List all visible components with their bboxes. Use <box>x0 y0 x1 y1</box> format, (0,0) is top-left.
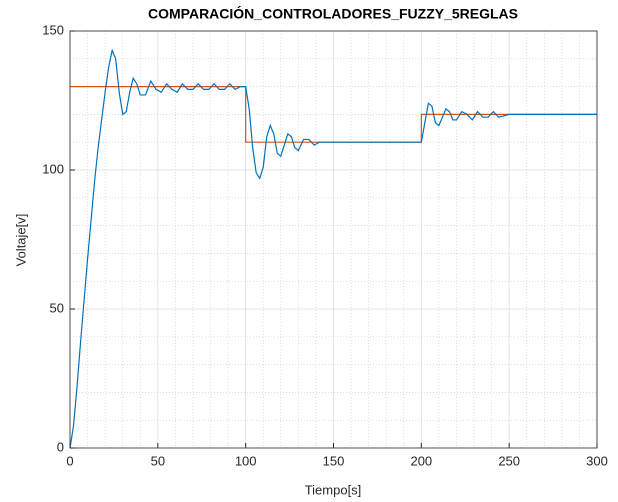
y-tick-label: 0 <box>57 439 64 454</box>
y-axis-label: Voltaje[v] <box>13 214 28 267</box>
y-tick-label: 50 <box>50 300 64 315</box>
axes-box <box>69 30 598 449</box>
chart-title: COMPARACIÓN_CONTROLADORES_FUZZY_5REGLAS <box>148 5 518 22</box>
x-tick-label: 200 <box>410 453 432 468</box>
x-tick-label: 300 <box>586 453 608 468</box>
x-tick-label: 50 <box>151 453 165 468</box>
x-tick-label: 150 <box>323 453 345 468</box>
y-tick-label: 150 <box>42 22 64 37</box>
x-tick-label: 0 <box>66 453 73 468</box>
x-tick-label: 250 <box>498 453 520 468</box>
y-tick-label: 100 <box>42 161 64 176</box>
x-tick-label: 100 <box>235 453 257 468</box>
x-axis-label: Tiempo[s] <box>305 482 362 497</box>
data-line <box>69 48 597 449</box>
